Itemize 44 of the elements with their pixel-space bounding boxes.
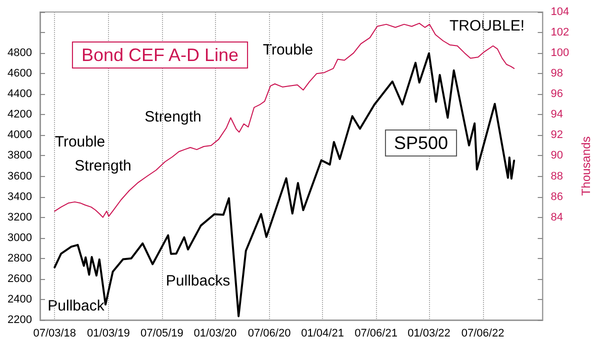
- annotation: Trouble: [54, 134, 106, 150]
- y-tick-label: 3600: [8, 170, 32, 182]
- x-tick-label: 07/05/19: [140, 328, 184, 340]
- y-tick-label: 2400: [8, 293, 32, 306]
- text: Bond CEF A-D Line: [81, 45, 239, 65]
- y2-tick-label: 92: [550, 129, 563, 142]
- x-tick-label: 01/03/19: [87, 328, 130, 340]
- y-tick-label: 2200: [8, 314, 32, 326]
- y2-tick-label: 84: [550, 211, 563, 224]
- y2-tick-label: 90: [550, 150, 563, 162]
- y-tick-label: 3400: [8, 190, 32, 203]
- y-tick-label: 4400: [8, 88, 32, 100]
- annotation: Pullback: [48, 298, 105, 314]
- annotation: TROUBLE!: [449, 18, 525, 34]
- y2-tick-label: 88: [550, 170, 563, 182]
- y-tick-label: 4800: [8, 47, 32, 60]
- x-tick-label: 01/04/21: [301, 328, 344, 340]
- y2-axis-title: Thousands: [579, 136, 593, 196]
- y-tick-label: 4200: [8, 108, 32, 121]
- series-label: SP500: [394, 133, 448, 153]
- y2-tick-label: 98: [550, 68, 563, 80]
- y2-tick-label: 96: [550, 88, 563, 100]
- x-tick-label: 07/06/21: [354, 328, 398, 340]
- x-tick-label: 01/03/22: [408, 328, 450, 340]
- annotation: Strength: [144, 108, 202, 126]
- y-tick-label: 4000: [8, 129, 32, 142]
- y2-tick-label: 94: [550, 108, 563, 121]
- y2-tick-label: 86: [550, 190, 563, 203]
- y-tick-label: 4600: [8, 68, 32, 80]
- x-tick-label: 01/03/20: [194, 328, 237, 340]
- x-tick-label: 07/06/20: [248, 328, 291, 340]
- y-tick-label: 3800: [8, 150, 32, 162]
- y2-tick-label: 100: [550, 47, 570, 60]
- y2-tick-label: 104: [550, 6, 570, 18]
- annotation: Pullbacks: [166, 272, 230, 290]
- y-tick-label: 2600: [8, 272, 32, 285]
- x-tick-label: 07/03/18: [33, 328, 76, 340]
- annotation: Strength: [74, 158, 132, 174]
- y-tick-label: 2800: [8, 252, 32, 264]
- y-tick-label: 3200: [8, 211, 32, 224]
- x-tick-label: 07/06/22: [461, 328, 504, 340]
- y-tick-label: 3000: [8, 232, 32, 244]
- y2-tick-label: 102: [550, 26, 570, 39]
- annotation: Trouble: [262, 42, 314, 58]
